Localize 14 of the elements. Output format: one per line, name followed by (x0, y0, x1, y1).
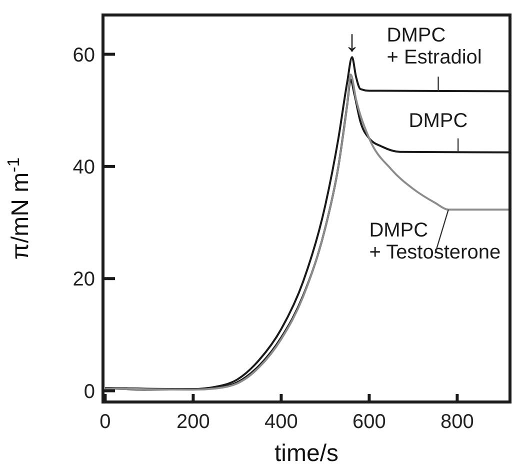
annotation: ↓ (344, 25, 360, 58)
x-tick-label: 400 (264, 411, 298, 433)
series-label: DMPC + Testosterone (369, 220, 501, 264)
y-tick-label: 40 (72, 156, 95, 178)
series-label: DMPC + Estradiol (386, 24, 482, 68)
y-tick-label: 0 (84, 380, 95, 403)
x-tick-label: 200 (176, 411, 210, 433)
x-tick-label: 800 (440, 411, 474, 433)
x-axis-title: time/s (274, 440, 339, 467)
y-tick-label: 20 (72, 268, 95, 291)
x-tick-label: 0 (100, 411, 111, 433)
y-tick-label: 60 (72, 44, 95, 66)
x-tick-label: 600 (352, 411, 386, 433)
series-label: DMPC (408, 110, 468, 132)
